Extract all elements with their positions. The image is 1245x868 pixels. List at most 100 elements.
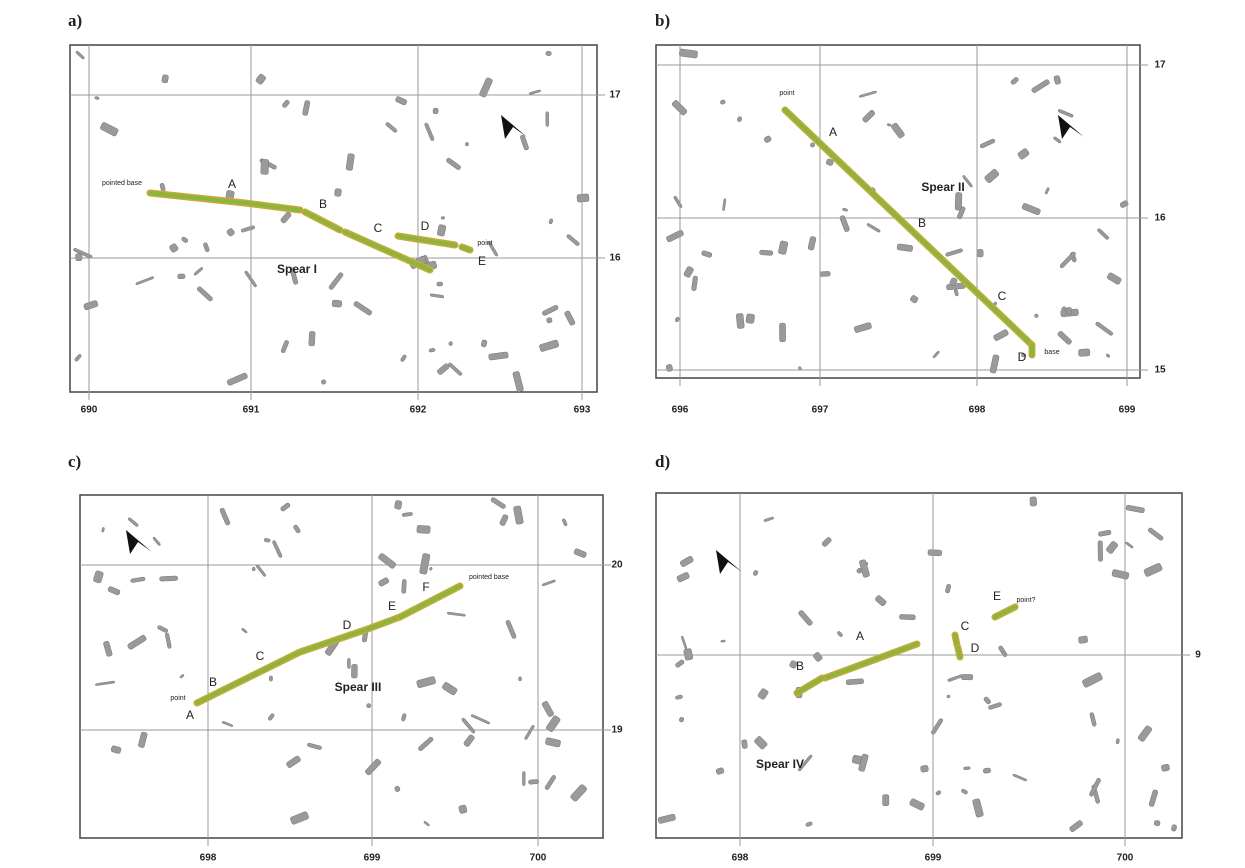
bone-fragment [448,341,452,346]
segment-label: E [478,254,486,268]
segment-label: C [374,221,383,235]
bone-fragment [433,108,438,114]
bone-fragment [458,805,467,814]
segment-label: point? [1016,597,1035,604]
bone-fragment [577,194,589,203]
segment-label: B [319,197,327,211]
spear-name: Spear I [277,262,317,276]
bone-fragment [162,74,169,83]
map-frame [70,45,597,392]
bone-fragment [820,271,831,276]
bone-fragment [269,676,272,681]
x-tick-label: 698 [200,853,217,864]
bone-fragment [963,767,970,770]
spear-name: Spear IV [756,757,804,771]
y-tick-label: 17 [609,90,621,101]
panel-label: b) [655,11,670,30]
segment-label: C [961,619,970,633]
segment-label: C [256,649,265,663]
segment-label: base [1044,349,1059,356]
y-tick-label: 19 [611,725,623,736]
x-tick-label: 696 [672,405,689,416]
bone-fragment [437,282,443,287]
segment-label: A [228,177,236,191]
segment-label: E [993,589,1001,603]
segment-label: B [796,659,804,673]
bone-fragment [977,249,983,257]
spear-segment [955,635,957,645]
segment-label: point [477,240,492,247]
bone-fragment [920,765,928,772]
bone-fragment [1066,307,1072,314]
bone-fragment [1078,349,1090,357]
y-tick-label: 20 [611,560,623,571]
bone-fragment [759,250,773,256]
segment-label: D [343,618,352,632]
segment-label: point [779,90,794,97]
x-tick-label: 700 [1117,853,1134,864]
bone-fragment [261,159,269,174]
spear-name: Spear II [921,180,964,194]
bone-fragment [961,674,972,680]
bone-fragment [736,313,744,328]
x-tick-label: 692 [410,405,427,416]
segment-label: D [421,219,430,233]
bone-fragment [741,739,747,748]
bone-fragment [347,658,350,668]
x-tick-label: 690 [81,405,98,416]
x-tick-label: 699 [925,853,942,864]
x-tick-label: 700 [530,853,547,864]
bone-fragment [522,772,525,786]
bone-fragment [394,500,402,509]
y-tick-label: 15 [1154,365,1166,376]
segment-label: E [388,599,396,613]
bone-fragment [1078,636,1088,644]
bone-fragment [366,703,370,708]
bone-fragment [883,795,889,806]
spear-name: Spear III [335,680,382,694]
map-frame [656,45,1140,378]
segment-label: A [186,708,194,722]
segment-label: A [856,629,864,643]
panel-label: d) [655,452,670,471]
bone-fragment [160,576,178,581]
bone-fragment [721,640,725,642]
bone-fragment [899,614,915,620]
bone-fragment [309,331,316,346]
y-tick-label: 9 [1195,650,1201,661]
bone-fragment [846,679,864,685]
bone-fragment [252,567,255,571]
segment-label: A [829,125,837,139]
segment-label: pointed base [102,180,142,187]
panel-label: a) [68,11,82,30]
bone-fragment [666,364,673,372]
segment-label: B [918,216,926,230]
bone-fragment [1154,820,1161,826]
x-tick-label: 697 [812,405,829,416]
bone-fragment [334,188,342,196]
y-tick-label: 17 [1154,60,1166,71]
segment-label: pointed base [469,574,509,581]
figure: 6906916926931716a)Spear Ipointed baseABC… [0,0,1245,868]
panel-label: c) [68,452,81,471]
bone-fragment [779,323,785,342]
bone-fragment [332,300,342,307]
segment-label: D [971,641,980,655]
bone-fragment [1098,541,1103,562]
bone-fragment [546,112,549,127]
bone-fragment [417,525,431,533]
x-tick-label: 698 [732,853,749,864]
bone-fragment [928,549,942,556]
map-frame [80,495,603,838]
y-tick-label: 16 [609,253,621,264]
segment-label: F [422,580,429,594]
bone-fragment [402,579,407,593]
segment-label: point [170,695,185,702]
spear-segment [462,247,470,250]
x-tick-label: 699 [364,853,381,864]
bone-fragment [546,51,552,56]
bone-fragment [518,677,522,681]
bone-fragment [1161,764,1170,772]
bone-fragment [178,274,185,279]
x-tick-label: 699 [1119,405,1136,416]
